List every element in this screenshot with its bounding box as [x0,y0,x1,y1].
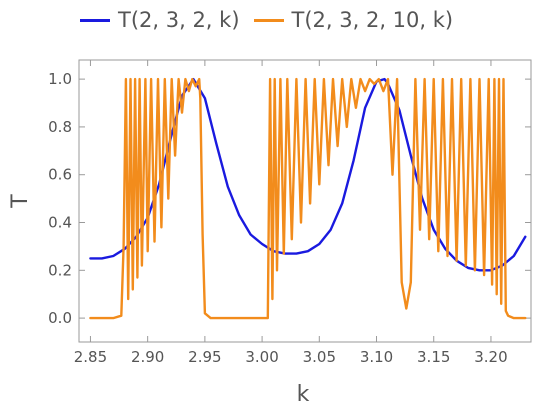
plot-frame [78,59,532,343]
legend-label-blue: T(2, 3, 2, k) [118,8,240,32]
x-tick-label: 2.90 [131,348,164,366]
series-line-orange [89,77,527,320]
x-tick-label: 3.20 [474,348,507,366]
series-line-blue [89,77,527,272]
x-tick-label: 3.10 [360,348,393,366]
y-tick-label: 0.0 [48,309,72,327]
x-tick-label: 3.05 [303,348,336,366]
tick-layer: 2.85 2.90 2.95 3.00 3.05 3.10 3.15 3.20 0.0 0.2 0.… [48,60,531,366]
x-tick-label: 2.85 [74,348,107,366]
x-axis-label: k [297,382,310,407]
legend-item-blue: T(2, 3, 2, k) [80,8,240,32]
legend: T(2, 3, 2, k) T(2, 3, 2, 10, k) [80,6,467,34]
x-tick-label: 3.00 [245,348,278,366]
legend-swatch-blue [80,18,110,22]
legend-item-orange: T(2, 3, 2, 10, k) [253,8,454,32]
y-tick-label: 1.0 [48,70,72,88]
y-tick-label: 0.2 [48,261,72,279]
x-tick-label: 3.15 [417,348,450,366]
x-tick-label: 2.95 [188,348,221,366]
legend-label-orange: T(2, 3, 2, 10, k) [291,8,454,32]
y-tick-label: 0.6 [48,166,72,184]
legend-swatch-orange [253,18,284,22]
y-tick-label: 0.4 [48,214,72,232]
y-axis-label: T [8,194,33,209]
series-layer [89,77,527,320]
y-tick-label: 0.8 [48,118,72,136]
